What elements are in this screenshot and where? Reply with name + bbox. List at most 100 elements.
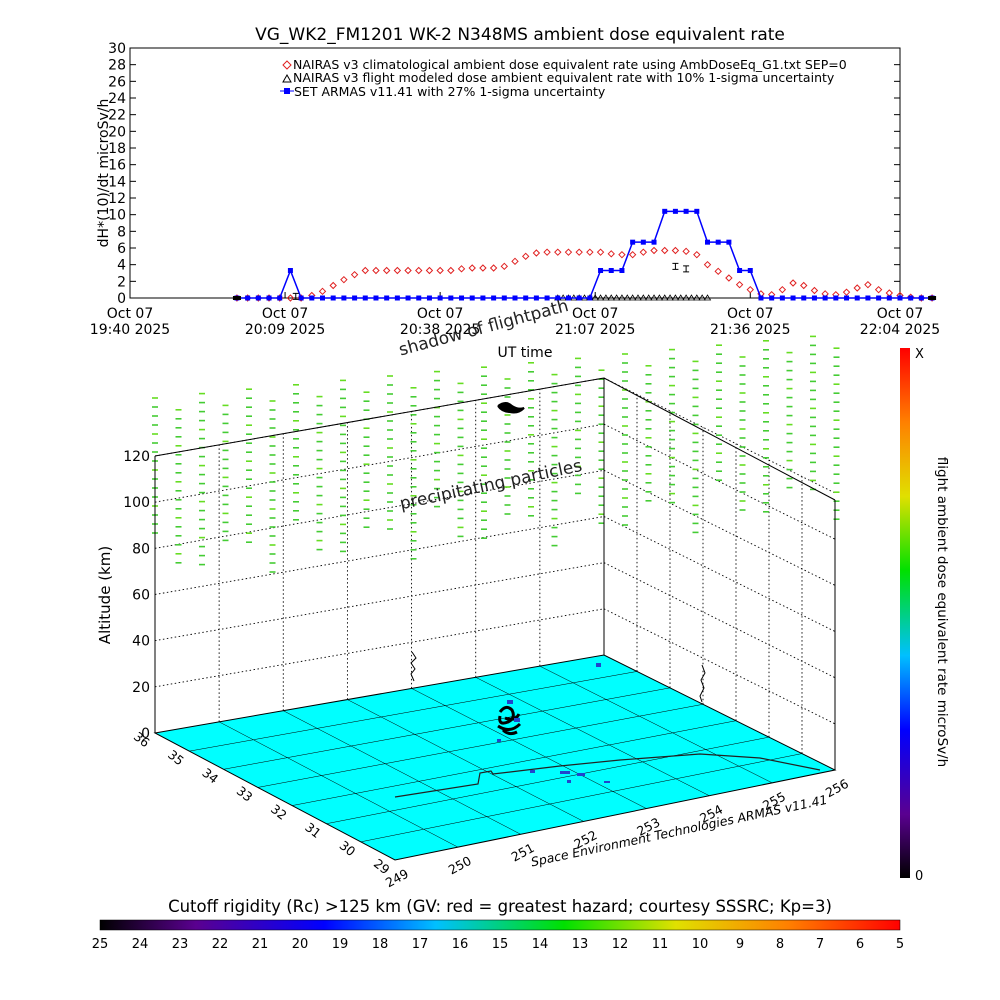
- floor-gridline: [257, 704, 704, 788]
- altitude-tick-label: 20: [132, 680, 150, 696]
- rigidity-title: Cutoff rigidity (Rc) >125 km (GV: red = …: [168, 897, 832, 916]
- nairas-flight-point: [607, 294, 615, 301]
- rigidity-tick-label: 25: [92, 937, 109, 952]
- armas-point: [908, 295, 914, 301]
- nairas-clim-point: [382, 266, 391, 275]
- nairas-clim-point: [511, 257, 519, 266]
- nairas-clim-point: [554, 248, 562, 256]
- armas-point: [779, 295, 785, 301]
- nairas-clim-point: [864, 280, 872, 289]
- longitude-tick-label: 256: [823, 776, 851, 800]
- armas-point: [576, 295, 582, 301]
- nairas-clim-point: [596, 248, 605, 256]
- x-tick-label: 20:38 2025: [400, 322, 480, 338]
- armas-point: [747, 268, 753, 273]
- map-floor: [153, 654, 837, 861]
- precipitating-particle-marks: [152, 335, 840, 573]
- armas-point: [544, 295, 550, 301]
- y-tick-label: 0: [117, 291, 126, 307]
- armas-point: [287, 268, 293, 273]
- nairas-clim-point: [564, 248, 573, 256]
- rigidity-tick-label: 16: [452, 937, 469, 952]
- floor-gridline: [347, 699, 584, 822]
- altitude-axis-label: Altitude (km): [96, 546, 114, 644]
- nairas-clim-point: [447, 266, 455, 275]
- rigidity-colorbar: Cutoff rigidity (Rc) >125 km (GV: red = …: [92, 897, 904, 952]
- y-axis-label: dH*(10)/dt microSv/h: [96, 99, 112, 248]
- rigidity-tick-label: 23: [172, 937, 189, 952]
- armas-point: [651, 239, 657, 245]
- colorbar-top-label: X: [915, 347, 924, 362]
- armas-point: [480, 295, 486, 301]
- rigidity-tick-label: 15: [492, 937, 509, 952]
- nairas-clim-point: [661, 246, 669, 255]
- legend-label: NAIRAS v3 climatological ambient dose eq…: [293, 57, 847, 72]
- armas-point: [705, 239, 710, 245]
- armas-point: [277, 295, 283, 301]
- nairas-flight-point: [596, 294, 605, 301]
- latitude-tick-label: 30: [337, 838, 359, 860]
- altitude-tick-label: 0: [141, 726, 150, 742]
- nairas-clim-point: [778, 285, 787, 294]
- nairas-clim-point: [874, 285, 883, 294]
- back-top-edge: [154, 377, 605, 457]
- latitude-tick-label: 35: [165, 747, 187, 769]
- nairas-clim-point: [500, 262, 509, 271]
- altitude-tick-label: 120: [123, 449, 150, 465]
- dose-colorbar-gradient: [900, 348, 910, 878]
- rigidity-tick-label: 14: [532, 937, 549, 952]
- altitude-tick-label: 40: [132, 634, 150, 650]
- nairas-clim-point: [340, 275, 348, 284]
- armas-point: [416, 295, 422, 301]
- blue-dose-marks: [497, 663, 610, 783]
- nairas-flight-point: [671, 294, 680, 301]
- armas-point: [811, 295, 817, 301]
- side-wall-hline: [603, 562, 836, 679]
- nairas-flight-point: [623, 294, 631, 301]
- rigidity-tick-label: 9: [736, 937, 744, 952]
- armas-point: [255, 295, 261, 301]
- y-tick-label: 6: [117, 241, 126, 257]
- nairas-flight-point: [698, 294, 706, 301]
- rigidity-tick-label: 19: [332, 937, 349, 952]
- armas-point: [512, 295, 518, 301]
- armas-point: [769, 295, 775, 301]
- side-top-edge: [603, 377, 836, 501]
- legend-entry-nairas-flight: NAIRAS v3 flight modeled dose ambient eq…: [282, 70, 835, 85]
- side-wall-hline: [603, 516, 836, 632]
- armas-point: [918, 295, 924, 301]
- armas-point: [715, 239, 721, 245]
- nairas-clim-point: [586, 248, 594, 256]
- nairas-clim-point: [714, 267, 722, 276]
- armas-point: [341, 295, 347, 301]
- nairas-clim-point: [853, 284, 861, 292]
- armas-point: [876, 295, 882, 301]
- x-tick-label: 21:36 2025: [710, 322, 790, 338]
- armas-point: [619, 268, 625, 273]
- error-bar: [292, 292, 299, 300]
- floor-gridline: [411, 688, 647, 809]
- armas-point: [672, 208, 678, 214]
- altitude-tick-label: 100: [123, 495, 150, 511]
- armas-point: [822, 295, 828, 301]
- armas-point: [394, 295, 400, 301]
- rigidity-tick-label: 10: [692, 937, 709, 952]
- nairas-clim-point: [682, 247, 690, 256]
- latitude-tick-label: 33: [234, 783, 256, 805]
- x-tick-label: Oct 07: [262, 306, 308, 322]
- nairas-clim-point: [318, 287, 327, 296]
- colorbar-bottom-label: 0: [915, 869, 923, 884]
- nairas-clim-point: [650, 246, 658, 255]
- nairas-clim-point: [415, 266, 423, 275]
- nairas-clim-point: [671, 246, 680, 255]
- armas-point: [587, 295, 593, 301]
- armas-point: [555, 295, 561, 301]
- x-tick-label: Oct 07: [107, 306, 153, 322]
- altitude-ticks: 0 20 40 60 80 100 120: [123, 449, 150, 742]
- rigidity-tick-label: 12: [612, 937, 629, 952]
- armas-point: [726, 239, 732, 245]
- armas-point: [737, 268, 743, 273]
